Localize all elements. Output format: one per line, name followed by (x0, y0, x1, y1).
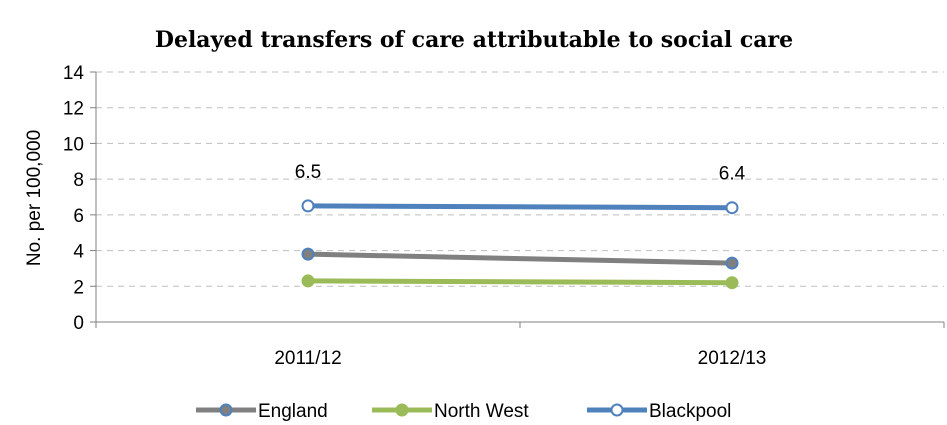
data-point-england (725, 256, 739, 270)
data-point-blackpool (725, 201, 739, 215)
y-tick-label: 6 (73, 206, 84, 227)
y-tick-label: 10 (63, 134, 84, 155)
x-tick-label: 2011/12 (274, 348, 341, 369)
x-tick-label: 2012/13 (698, 348, 767, 369)
legend: England North West Blackpool (196, 401, 731, 422)
data-point-north-west (725, 276, 739, 290)
y-tick-label: 4 (73, 242, 84, 263)
y-tick-label: 14 (63, 63, 85, 84)
y-tick-label: 0 (73, 313, 84, 334)
y-tick-label: 8 (73, 170, 84, 191)
series-line-north-west (305, 278, 735, 286)
legend-marker-england (219, 403, 233, 417)
y-tick-label: 2 (73, 277, 84, 298)
axes: 0 2 4 6 8 10 12 14 2011/12 2012/13 (63, 63, 945, 369)
gridlines (96, 71, 944, 287)
legend-marker-blackpool (610, 403, 624, 417)
y-axis-label: No. per 100,000 (24, 130, 45, 266)
legend-entry-england: England (258, 401, 328, 422)
data-point-england (301, 247, 315, 261)
data-label-blackpool: 6.4 (719, 164, 746, 185)
data-labels: 6.5 6.4 (295, 162, 746, 185)
series-line-blackpool (305, 203, 735, 211)
data-point-north-west (301, 274, 315, 288)
data-point-blackpool (301, 199, 315, 213)
chart-title: Delayed transfers of care attributable t… (155, 27, 793, 53)
legend-marker-north-west (395, 403, 409, 417)
y-tick-label: 12 (63, 99, 84, 120)
data-label-blackpool: 6.5 (295, 162, 321, 183)
legend-entry-north-west: North West (434, 401, 529, 422)
series (301, 199, 739, 290)
legend-entry-blackpool: Blackpool (649, 401, 731, 422)
series-line-england (305, 251, 735, 266)
